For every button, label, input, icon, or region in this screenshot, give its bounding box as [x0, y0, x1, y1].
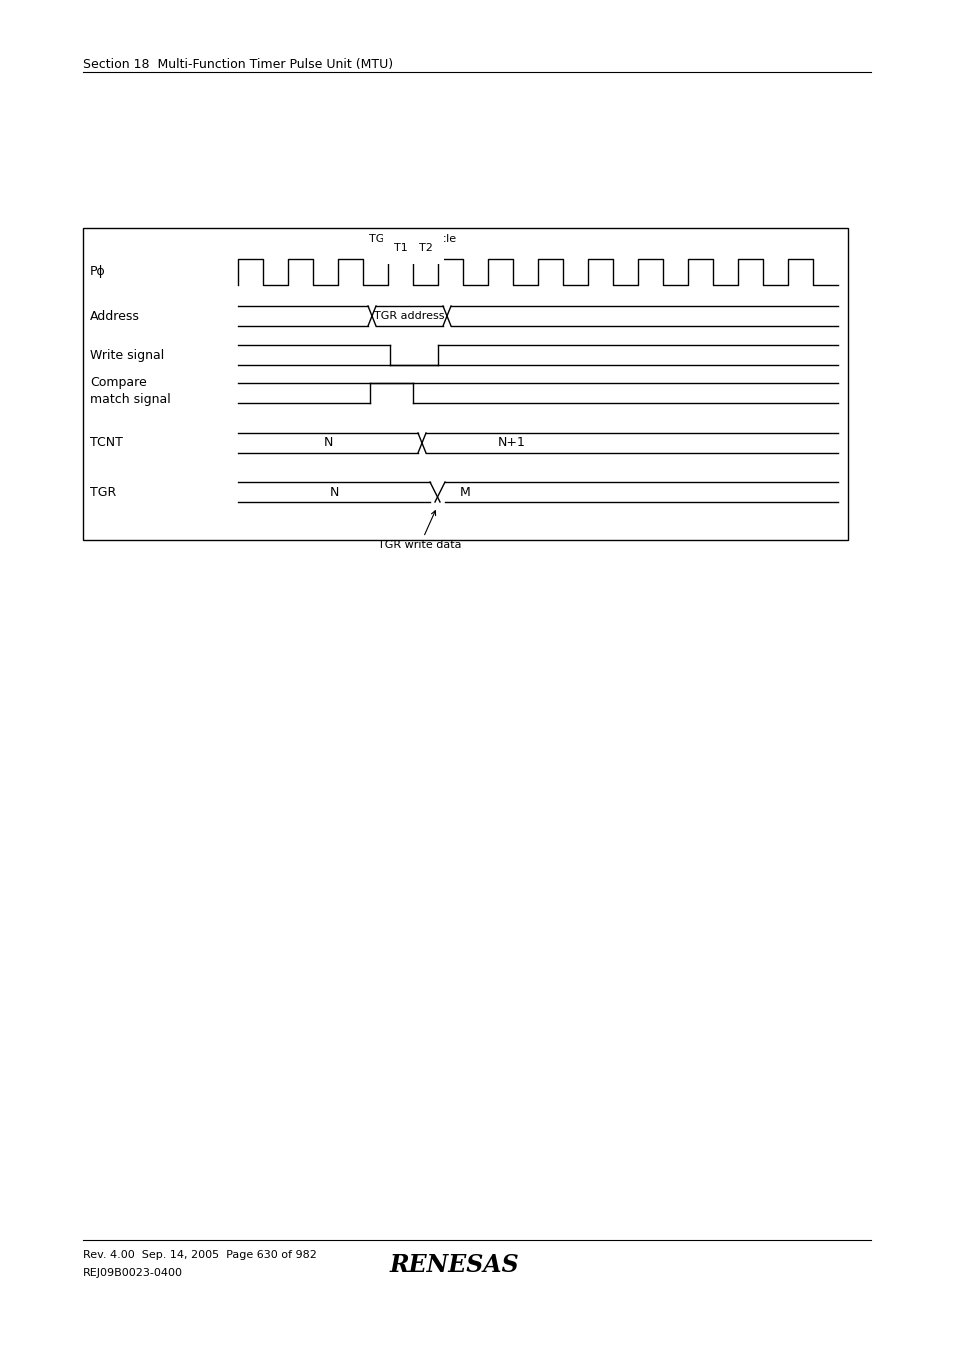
Text: Compare
match signal: Compare match signal [90, 376, 171, 407]
Text: M: M [459, 485, 470, 499]
Bar [83, 228, 847, 540]
Text: T1: T1 [394, 243, 407, 253]
Text: Rev. 4.00  Sep. 14, 2005  Page 630 of 982: Rev. 4.00 Sep. 14, 2005 Page 630 of 982 [83, 1250, 316, 1260]
Text: Address: Address [90, 309, 140, 323]
Text: TGR address: TGR address [374, 311, 444, 322]
Text: TGR write cycle: TGR write cycle [369, 234, 456, 245]
Text: Write signal: Write signal [90, 349, 164, 362]
Text: N: N [323, 436, 333, 450]
Text: Section 18  Multi-Function Timer Pulse Unit (MTU): Section 18 Multi-Function Timer Pulse Un… [83, 58, 393, 72]
Text: RENESAS: RENESAS [390, 1252, 519, 1277]
Text: N: N [329, 485, 338, 499]
Text: Pϕ: Pϕ [90, 266, 106, 278]
Text: TCNT: TCNT [90, 436, 123, 450]
Text: TGR: TGR [90, 485, 116, 499]
Text: REJ09B0023-0400: REJ09B0023-0400 [83, 1269, 183, 1278]
Text: N+1: N+1 [497, 436, 525, 450]
Text: T2: T2 [418, 243, 432, 253]
Text: TGR write data: TGR write data [377, 511, 461, 550]
